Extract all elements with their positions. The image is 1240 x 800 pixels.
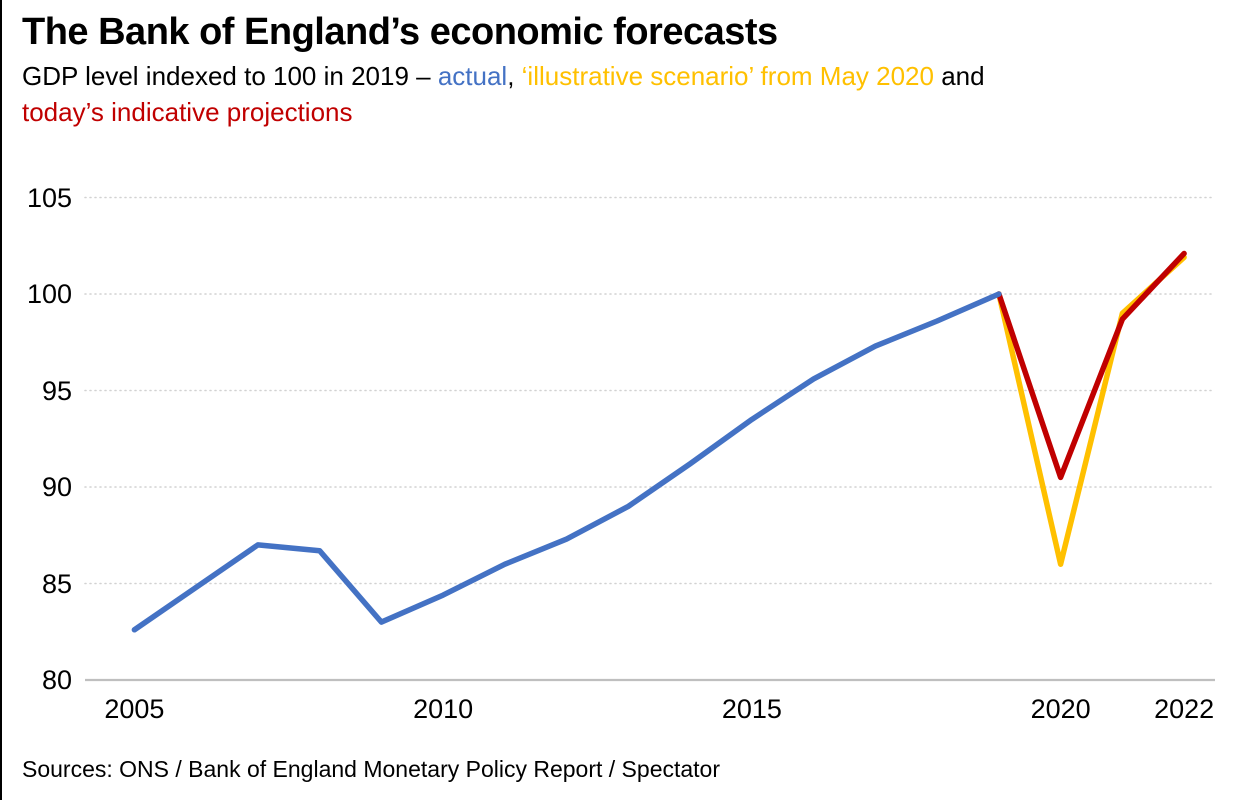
y-tick-label-85: 85	[41, 568, 72, 599]
subtitle-comma: ,	[507, 61, 522, 91]
subtitle-projections-label: today’s indicative projections	[22, 97, 353, 127]
y-tick-label-105: 105	[26, 182, 72, 213]
x-tick-label-2005: 2005	[104, 694, 165, 724]
subtitle-actual-label: actual	[437, 61, 508, 91]
y-tick-label-100: 100	[26, 279, 72, 309]
y-tick-label-80: 80	[41, 665, 72, 695]
series-line-today-s-indicative-projections	[996, 250, 1187, 481]
x-tick-label-2022: 2022	[1154, 694, 1215, 724]
x-tick-label-2020: 2020	[1030, 694, 1091, 724]
x-tick-label-2015: 2015	[721, 694, 782, 724]
y-tick-label-95: 95	[41, 375, 72, 406]
chart-title: The Bank of England’s economic forecasts	[22, 11, 778, 53]
y-tick-label-90: 90	[41, 472, 72, 502]
series-line-illustrative-scenario-from-may-2020	[996, 254, 1187, 567]
left-border-line	[0, 0, 2, 800]
subtitle-and: and	[933, 61, 985, 91]
subtitle-scenario-label: ‘illustrative scenario’ from May 2020	[521, 61, 934, 91]
chart-subtitle: GDP level indexed to 100 in 2019 – actua…	[22, 58, 985, 130]
series-line-actual	[131, 291, 1002, 633]
sources-note: Sources: ONS / Bank of England Monetary …	[22, 756, 721, 782]
subtitle-prefix: GDP level indexed to 100 in 2019 –	[22, 61, 438, 91]
x-tick-label-2010: 2010	[413, 694, 474, 724]
